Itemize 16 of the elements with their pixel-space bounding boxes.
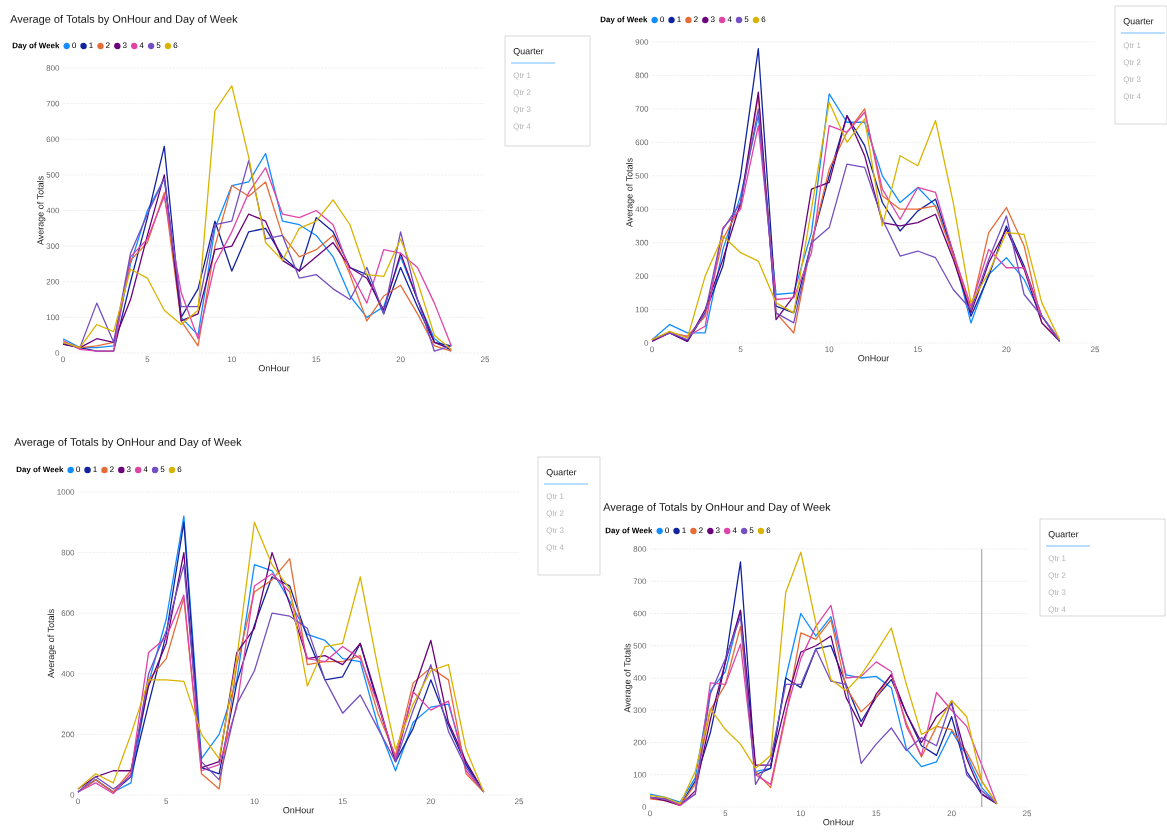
text: Quarter xyxy=(513,48,544,56)
text: Quarter xyxy=(1123,18,1154,26)
y-axis-title: Average of Totals xyxy=(47,609,56,679)
text: Quarter xyxy=(1048,531,1079,539)
x-axis-title: OnHour xyxy=(258,365,290,372)
y-axis-title: Average of Totals xyxy=(36,176,46,246)
x-axis-title: OnHour xyxy=(823,819,855,826)
x-axis-title: OnHour xyxy=(858,355,890,362)
line-series xyxy=(62,85,452,351)
chart-title: Average of Totals by OnHour and Day of Week xyxy=(10,14,238,26)
chart-title: Average of Totals by OnHour and Day of Week xyxy=(603,502,831,514)
y-axis-title: Average of Totals xyxy=(625,158,635,228)
chart-title: Average of Totals by OnHour and Day of Week xyxy=(14,437,242,449)
y-axis-title: Average of Totals xyxy=(623,643,633,713)
text: Quarter xyxy=(546,469,577,477)
x-axis-title: OnHour xyxy=(283,807,315,814)
